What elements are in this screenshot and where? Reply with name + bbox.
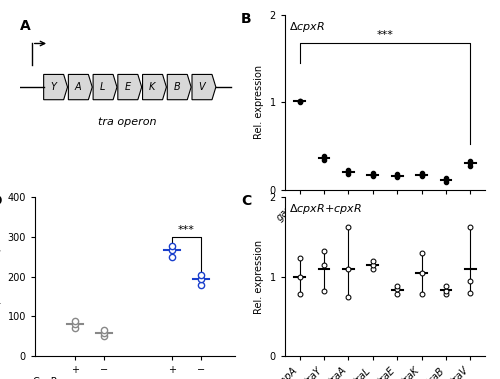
Polygon shape <box>118 74 142 100</box>
Polygon shape <box>93 74 117 100</box>
Text: L: L <box>100 82 105 92</box>
Polygon shape <box>68 74 92 100</box>
Polygon shape <box>44 74 68 100</box>
Y-axis label: lacZ activity
(miller unit): lacZ activity (miller unit) <box>0 247 2 307</box>
Y-axis label: Rel. expression: Rel. expression <box>254 240 264 314</box>
Text: B: B <box>241 12 252 26</box>
Polygon shape <box>142 74 167 100</box>
Text: D: D <box>0 194 2 208</box>
Text: $\it{\Delta cpxR}$: $\it{\Delta cpxR}$ <box>289 20 325 34</box>
Text: A: A <box>74 82 82 92</box>
Y-axis label: Rel. expression: Rel. expression <box>254 65 264 139</box>
Text: E: E <box>124 82 130 92</box>
Polygon shape <box>168 74 191 100</box>
Text: ***: *** <box>376 30 394 39</box>
Text: CpxR: CpxR <box>32 377 58 379</box>
Text: ***: *** <box>178 225 195 235</box>
Text: A: A <box>20 19 31 33</box>
Polygon shape <box>192 74 216 100</box>
Text: K: K <box>149 82 156 92</box>
Text: tra operon: tra operon <box>98 117 157 127</box>
Text: $\it{\Delta cpxR}$$\it{ + cpxR}$: $\it{\Delta cpxR}$$\it{ + cpxR}$ <box>289 202 362 216</box>
Text: V: V <box>198 82 205 92</box>
Text: B: B <box>174 82 180 92</box>
Text: Y: Y <box>50 82 56 92</box>
Text: C: C <box>241 194 252 208</box>
